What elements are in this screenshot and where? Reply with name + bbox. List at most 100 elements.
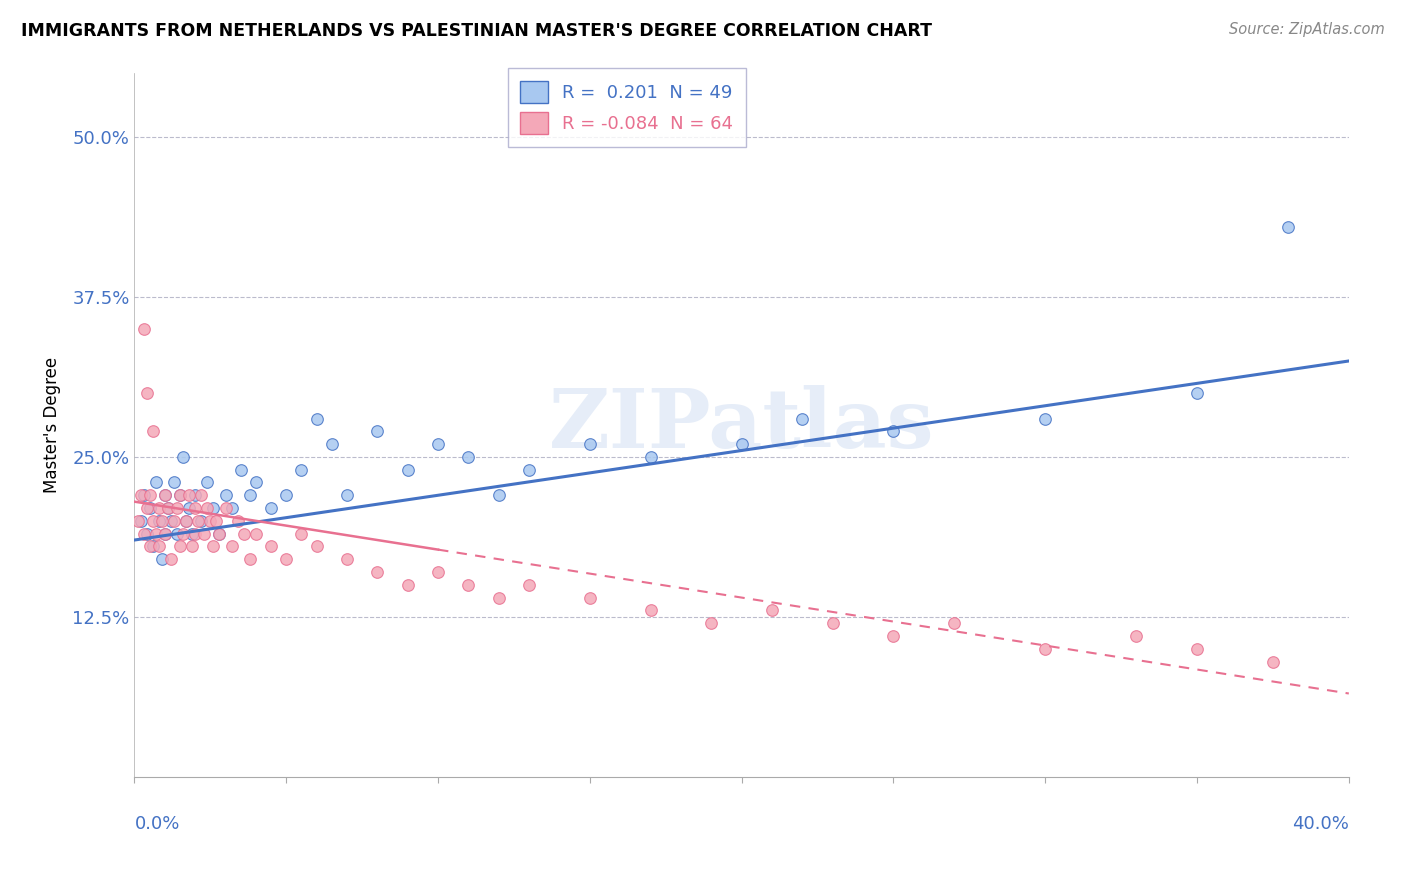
Point bbox=[366, 425, 388, 439]
Point bbox=[221, 540, 243, 554]
Point bbox=[166, 526, 188, 541]
Point bbox=[193, 526, 215, 541]
Point bbox=[174, 514, 197, 528]
Point bbox=[245, 475, 267, 490]
Point bbox=[321, 437, 343, 451]
Point bbox=[202, 501, 225, 516]
Point bbox=[1185, 641, 1208, 656]
Point bbox=[488, 488, 510, 502]
Point bbox=[163, 514, 186, 528]
Point bbox=[181, 526, 204, 541]
Point bbox=[239, 552, 262, 566]
Point bbox=[174, 514, 197, 528]
Point bbox=[153, 488, 176, 502]
Point bbox=[187, 514, 209, 528]
Point bbox=[943, 616, 966, 631]
Point bbox=[396, 578, 419, 592]
Point bbox=[427, 437, 450, 451]
Point bbox=[150, 552, 173, 566]
Point bbox=[336, 552, 359, 566]
Point bbox=[160, 514, 183, 528]
Point bbox=[181, 540, 204, 554]
Point bbox=[138, 540, 160, 554]
Point bbox=[132, 322, 155, 336]
Point bbox=[305, 411, 328, 425]
Point bbox=[1125, 629, 1147, 643]
Point bbox=[882, 629, 904, 643]
Point bbox=[205, 514, 228, 528]
Point bbox=[195, 475, 218, 490]
Point bbox=[700, 616, 723, 631]
Point bbox=[208, 526, 231, 541]
Point bbox=[148, 501, 170, 516]
Point bbox=[129, 514, 152, 528]
Point bbox=[579, 591, 602, 605]
Point bbox=[135, 501, 157, 516]
Point bbox=[232, 526, 254, 541]
Point bbox=[427, 565, 450, 579]
Point bbox=[221, 501, 243, 516]
Point bbox=[202, 540, 225, 554]
Text: 0.0%: 0.0% bbox=[135, 815, 180, 833]
Point bbox=[366, 565, 388, 579]
Point bbox=[488, 591, 510, 605]
Point bbox=[396, 463, 419, 477]
Point bbox=[214, 501, 236, 516]
Legend: R =  0.201  N = 49, R = -0.084  N = 64: R = 0.201 N = 49, R = -0.084 N = 64 bbox=[508, 68, 745, 146]
Point bbox=[195, 501, 218, 516]
Point bbox=[226, 514, 249, 528]
Point bbox=[882, 425, 904, 439]
Point bbox=[305, 540, 328, 554]
Point bbox=[190, 514, 212, 528]
Point bbox=[260, 540, 283, 554]
Point bbox=[156, 501, 179, 516]
Point bbox=[145, 475, 167, 490]
Text: Source: ZipAtlas.com: Source: ZipAtlas.com bbox=[1229, 22, 1385, 37]
Point bbox=[150, 514, 173, 528]
Point bbox=[145, 526, 167, 541]
Text: ZIPatlas: ZIPatlas bbox=[548, 385, 935, 465]
Point bbox=[153, 526, 176, 541]
Point bbox=[336, 488, 359, 502]
Point bbox=[135, 386, 157, 401]
Point bbox=[153, 488, 176, 502]
Point bbox=[142, 540, 165, 554]
Point bbox=[153, 526, 176, 541]
Point bbox=[129, 488, 152, 502]
Point bbox=[1277, 219, 1299, 234]
Point bbox=[276, 552, 298, 566]
Point bbox=[200, 514, 222, 528]
Point bbox=[166, 501, 188, 516]
Point bbox=[179, 488, 201, 502]
Point bbox=[172, 526, 194, 541]
Point bbox=[190, 488, 212, 502]
Text: IMMIGRANTS FROM NETHERLANDS VS PALESTINIAN MASTER'S DEGREE CORRELATION CHART: IMMIGRANTS FROM NETHERLANDS VS PALESTINI… bbox=[21, 22, 932, 40]
Point bbox=[1261, 655, 1284, 669]
Point bbox=[148, 540, 170, 554]
Point bbox=[821, 616, 844, 631]
Point bbox=[132, 488, 155, 502]
Point bbox=[184, 501, 207, 516]
Point bbox=[457, 578, 479, 592]
Point bbox=[179, 501, 201, 516]
Point bbox=[127, 514, 149, 528]
Point bbox=[138, 501, 160, 516]
Point bbox=[148, 514, 170, 528]
Point bbox=[184, 526, 207, 541]
Point bbox=[156, 501, 179, 516]
Point bbox=[457, 450, 479, 464]
Point bbox=[761, 603, 783, 617]
Point bbox=[132, 526, 155, 541]
Point bbox=[172, 450, 194, 464]
Point bbox=[640, 603, 662, 617]
Point bbox=[1033, 411, 1056, 425]
Point bbox=[239, 488, 262, 502]
Point bbox=[169, 540, 191, 554]
Point bbox=[517, 578, 540, 592]
Point bbox=[184, 488, 207, 502]
Point bbox=[276, 488, 298, 502]
Point bbox=[245, 526, 267, 541]
Point bbox=[290, 526, 312, 541]
Point bbox=[169, 488, 191, 502]
Y-axis label: Master's Degree: Master's Degree bbox=[44, 357, 60, 493]
